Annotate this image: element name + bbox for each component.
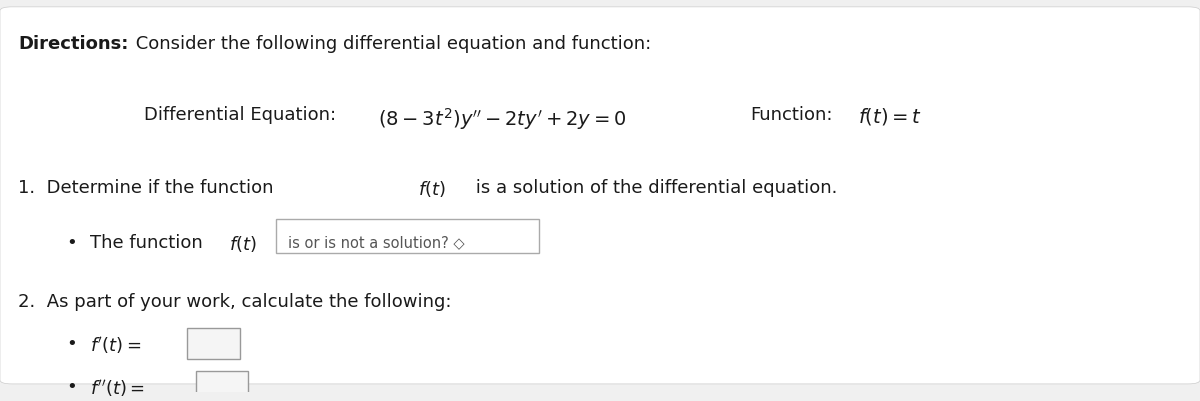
Text: $f(t) = t$: $f(t) = t$ bbox=[858, 106, 922, 127]
Text: $(8 - 3t^2)y'' - 2ty' + 2y = 0$: $(8 - 3t^2)y'' - 2ty' + 2y = 0$ bbox=[378, 106, 626, 132]
Text: $f''(t) =$: $f''(t) =$ bbox=[90, 377, 145, 398]
FancyBboxPatch shape bbox=[0, 8, 1200, 384]
Text: $f(t)$: $f(t)$ bbox=[229, 233, 257, 253]
Text: Consider the following differential equation and function:: Consider the following differential equa… bbox=[130, 35, 650, 53]
Text: $f'(t) =$: $f'(t) =$ bbox=[90, 334, 142, 355]
Text: Function:: Function: bbox=[750, 106, 833, 124]
Text: •: • bbox=[66, 377, 77, 395]
Text: is or is not a solution? ◇: is or is not a solution? ◇ bbox=[288, 235, 464, 250]
Text: 1.  Determine if the function: 1. Determine if the function bbox=[18, 178, 280, 196]
FancyBboxPatch shape bbox=[196, 371, 248, 401]
Text: The function: The function bbox=[90, 233, 209, 251]
Text: is a solution of the differential equation.: is a solution of the differential equati… bbox=[470, 178, 838, 196]
FancyBboxPatch shape bbox=[276, 220, 539, 253]
Text: •: • bbox=[66, 233, 77, 251]
Text: Directions:: Directions: bbox=[18, 35, 128, 53]
Text: Differential Equation:: Differential Equation: bbox=[144, 106, 336, 124]
FancyBboxPatch shape bbox=[187, 328, 240, 359]
Text: 2.  As part of your work, calculate the following:: 2. As part of your work, calculate the f… bbox=[18, 292, 451, 310]
Text: •: • bbox=[66, 334, 77, 352]
Text: $f(t)$: $f(t)$ bbox=[418, 178, 445, 198]
